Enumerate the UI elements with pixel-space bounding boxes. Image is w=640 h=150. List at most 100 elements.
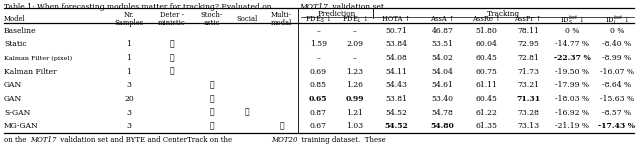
Text: -8.99 %: -8.99 % [602, 54, 631, 62]
Text: -17.43 %: -17.43 % [598, 122, 636, 130]
Text: ✓: ✓ [209, 109, 214, 117]
Text: 73.28: 73.28 [517, 109, 539, 117]
Text: 60.45: 60.45 [476, 95, 498, 103]
Text: -8.57 %: -8.57 % [602, 109, 631, 117]
Text: MOT17: MOT17 [299, 3, 328, 11]
Text: Social: Social [236, 15, 257, 23]
Text: -8.40 %: -8.40 % [602, 40, 631, 48]
Text: 46.87: 46.87 [431, 27, 453, 35]
Text: 0.99: 0.99 [346, 95, 364, 103]
Text: 61.35: 61.35 [476, 122, 498, 130]
Text: 72.81: 72.81 [517, 54, 539, 62]
Text: FDE$_L$ ↓: FDE$_L$ ↓ [342, 13, 368, 25]
Text: 61.22: 61.22 [476, 109, 498, 117]
Text: 54.61: 54.61 [431, 81, 453, 89]
Text: 73.13: 73.13 [517, 122, 539, 130]
Text: Model: Model [4, 15, 26, 23]
Text: AssA ↑: AssA ↑ [430, 15, 454, 23]
Text: 54.02: 54.02 [431, 54, 453, 62]
Text: ✓: ✓ [170, 68, 174, 76]
Text: –: – [353, 54, 356, 62]
Text: 1: 1 [127, 54, 131, 62]
Text: 3: 3 [127, 81, 132, 89]
Text: ✓: ✓ [170, 54, 174, 62]
Text: -16.92 %: -16.92 % [555, 109, 589, 117]
Text: on the: on the [4, 136, 29, 144]
Text: 51.80: 51.80 [476, 27, 498, 35]
Text: 54.08: 54.08 [386, 54, 408, 62]
Text: Tracking: Tracking [487, 10, 520, 18]
Text: -19.50 %: -19.50 % [555, 68, 589, 76]
Text: 0.69: 0.69 [310, 68, 327, 76]
Text: Stoch-
astic: Stoch- astic [201, 11, 223, 27]
Text: validation set and BYTE and CenterTrack on the: validation set and BYTE and CenterTrack … [58, 136, 234, 144]
Text: 72.95: 72.95 [517, 40, 539, 48]
Text: ID$_L^{bot}$ ↓: ID$_L^{bot}$ ↓ [605, 12, 629, 26]
Text: 54.52: 54.52 [385, 122, 408, 130]
Text: –: – [316, 27, 320, 35]
Text: Kalman Filter (pixel): Kalman Filter (pixel) [4, 56, 72, 61]
Text: Static: Static [4, 40, 27, 48]
Text: GAN: GAN [4, 95, 22, 103]
Text: -14.77 %: -14.77 % [555, 40, 589, 48]
Text: 1.26: 1.26 [346, 81, 364, 89]
Text: 3: 3 [127, 122, 132, 130]
Text: -22.37 %: -22.37 % [554, 54, 590, 62]
Text: AssRe ↑: AssRe ↑ [472, 15, 501, 23]
Text: 0.67: 0.67 [310, 122, 327, 130]
Text: 54.04: 54.04 [431, 68, 453, 76]
Text: ✓: ✓ [209, 81, 214, 89]
Text: 60.75: 60.75 [476, 68, 498, 76]
Text: 50.71: 50.71 [386, 27, 408, 35]
Text: 0.85: 0.85 [310, 81, 327, 89]
Text: ✓: ✓ [244, 109, 249, 117]
Text: 54.78: 54.78 [431, 109, 453, 117]
Text: ID$_S^{bot}$ ↓: ID$_S^{bot}$ ↓ [560, 12, 584, 26]
Text: Baseline: Baseline [4, 27, 36, 35]
Text: Table 1: When forecasting modules matter for tracking? Evaluated on: Table 1: When forecasting modules matter… [4, 3, 274, 11]
Text: 53.84: 53.84 [385, 40, 408, 48]
Text: 73.21: 73.21 [517, 81, 539, 89]
Text: S-GAN: S-GAN [4, 109, 30, 117]
Text: Nr.
Samples: Nr. Samples [115, 11, 143, 27]
Text: ✓: ✓ [209, 95, 214, 103]
Text: 54.52: 54.52 [386, 109, 408, 117]
Text: MG-GAN: MG-GAN [4, 122, 39, 130]
Text: 54.80: 54.80 [431, 122, 454, 130]
Text: 0.65: 0.65 [309, 95, 328, 103]
Text: validation set.: validation set. [330, 3, 386, 11]
Text: 54.43: 54.43 [385, 81, 408, 89]
Text: Prediction: Prediction [317, 10, 355, 18]
Text: 3: 3 [127, 109, 132, 117]
Text: 60.45: 60.45 [476, 54, 498, 62]
Text: 1.59: 1.59 [310, 40, 327, 48]
Text: 1: 1 [127, 68, 131, 76]
Text: -17.99 %: -17.99 % [555, 81, 589, 89]
Text: ✓: ✓ [279, 122, 284, 130]
Text: Deter -
ministic: Deter - ministic [158, 11, 186, 27]
Text: 1: 1 [127, 40, 131, 48]
Text: -8.64 %: -8.64 % [602, 81, 631, 89]
Text: 0 %: 0 % [610, 27, 624, 35]
Text: -16.07 %: -16.07 % [600, 68, 634, 76]
Text: MOT17: MOT17 [30, 136, 56, 144]
Text: 1.21: 1.21 [346, 109, 364, 117]
Text: Multi-
modal: Multi- modal [271, 11, 292, 27]
Text: 60.04: 60.04 [476, 40, 498, 48]
Text: ✓: ✓ [209, 122, 214, 130]
Text: 2.09: 2.09 [346, 40, 364, 48]
Text: 53.40: 53.40 [431, 95, 453, 103]
Text: -15.63 %: -15.63 % [600, 95, 634, 103]
Text: ✓: ✓ [170, 40, 174, 48]
Text: MOT20: MOT20 [271, 136, 298, 144]
Text: –: – [316, 54, 320, 62]
Text: training dataset.  These: training dataset. These [299, 136, 386, 144]
Text: AssPr ↑: AssPr ↑ [515, 15, 542, 23]
Text: 53.51: 53.51 [431, 40, 453, 48]
Text: -18.03 %: -18.03 % [555, 95, 589, 103]
Text: 20: 20 [124, 95, 134, 103]
Text: 71.73: 71.73 [517, 68, 539, 76]
Text: -21.19 %: -21.19 % [555, 122, 589, 130]
Text: 0 %: 0 % [564, 27, 579, 35]
Text: 0.87: 0.87 [310, 109, 327, 117]
